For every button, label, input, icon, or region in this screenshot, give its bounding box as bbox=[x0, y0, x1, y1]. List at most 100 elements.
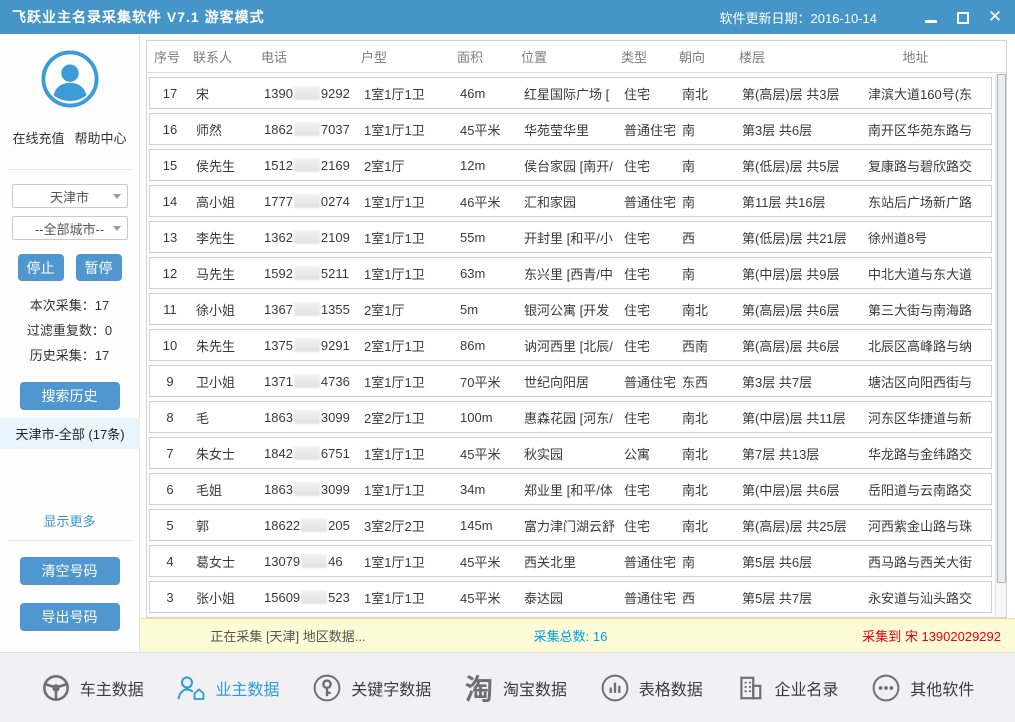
cell-orientation: 南 bbox=[682, 158, 696, 174]
history-item[interactable]: 天津市-全部 (17条) bbox=[0, 418, 140, 449]
cell-orientation: 南北 bbox=[682, 446, 709, 462]
cell-area: 12m bbox=[460, 157, 486, 173]
cell-floor: 第(中层)层 共9层 bbox=[742, 266, 840, 282]
table-row[interactable]: 14 高小姐 1777 0274 1室1厅1卫 46平米 汇和家园 普通住宅南 第11层 共16… bbox=[149, 185, 992, 217]
cell-contact: 毛 bbox=[196, 410, 210, 426]
table-row[interactable]: 16 师然 1862 7037 1室1厅1卫 45平米 华苑莹华里 普通住宅南 第3层 共6层 南… bbox=[149, 113, 992, 145]
close-button[interactable]: ✕ bbox=[987, 7, 1003, 26]
maximize-button[interactable] bbox=[955, 9, 971, 25]
toolbar-item-car-owner-data[interactable]: 车主数据 bbox=[41, 673, 144, 703]
column-header: 楼层 bbox=[739, 50, 766, 65]
column-header: 电话 bbox=[261, 50, 288, 65]
table-scrollbar-thumb[interactable] bbox=[997, 74, 1006, 584]
toolbar-item-keyword-data[interactable]: 关键字数据 bbox=[312, 673, 431, 703]
help-center-link[interactable]: 帮助中心 bbox=[74, 131, 127, 146]
stop-button[interactable]: 停止 bbox=[17, 254, 64, 281]
export-numbers-button[interactable]: 导出号码 bbox=[19, 603, 120, 631]
table-row[interactable]: 8 毛 1863 3099 2室2厅1卫 100m 惠森花园 [河东/住宅 南北 第(中层)层 … bbox=[149, 401, 992, 433]
cell-floor: 第3层 共6层 bbox=[742, 122, 813, 138]
phone-cell: 1367 1355 bbox=[258, 301, 358, 317]
toolbar-item-property-owner-data[interactable]: 业主数据 bbox=[176, 673, 280, 703]
cell-type: 普通住宅 bbox=[624, 374, 676, 390]
table-row[interactable]: 17 宋 1390 9292 1室1厅1卫 46m 红星国际广场 [住宅 南北 第(高层)层 共… bbox=[149, 77, 992, 109]
phone-cell: 1371 4736 bbox=[258, 373, 358, 389]
cell-no: 3 bbox=[166, 589, 174, 605]
cell-address: 岳阳道与云南路交 bbox=[868, 482, 973, 498]
cell-no: 7 bbox=[166, 445, 174, 461]
cell-layout: 1室1厅1卫 bbox=[364, 554, 425, 570]
cell-no: 4 bbox=[166, 553, 174, 569]
cell-floor: 第11层 共16层 bbox=[742, 194, 826, 210]
cell-orientation: 西南 bbox=[682, 338, 709, 354]
cell-no: 6 bbox=[166, 481, 174, 497]
cell-address: 津滨大道160号(东 bbox=[868, 86, 973, 102]
toolbar-item-table-data[interactable]: 表格数据 bbox=[600, 673, 703, 703]
column-header: 序号 bbox=[153, 50, 180, 65]
cell-orientation: 南 bbox=[682, 194, 696, 210]
cell-no: 10 bbox=[162, 337, 178, 353]
phone-cell: 1362 2109 bbox=[258, 229, 358, 245]
bottom-toolbar: 车主数据 业主数据 关键字数据 淘淘宝数据 表格数据 企业名录 其他软件 bbox=[0, 652, 1015, 722]
table-row[interactable]: 11 徐小姐 1367 1355 2室1厅 5m 银河公寓 [开发 住宅 南北 第(高层)层 共6… bbox=[149, 293, 992, 325]
toolbar-item-company-directory[interactable]: 企业名录 bbox=[735, 673, 839, 703]
cell-floor: 第(低层)层 共21层 bbox=[742, 230, 847, 246]
table-row[interactable]: 6 毛姐 1863 3099 1室1厅1卫 34m 郑业里 [和平/体 住宅 南北 第(中层)层 … bbox=[149, 473, 992, 505]
online-recharge-link[interactable]: 在线充值 bbox=[12, 131, 65, 146]
table-row[interactable]: 5 郭 18622 205 3室2厅2卫 145m 富力津门湖云舒 住宅 南北 第(高层)层 共2… bbox=[149, 509, 992, 541]
search-history-button[interactable]: 搜索历史 bbox=[19, 382, 120, 410]
phone-mask bbox=[293, 85, 320, 100]
city-select[interactable]: --全部城市-- bbox=[11, 216, 128, 240]
show-more-link[interactable]: 显示更多 bbox=[43, 514, 96, 529]
cell-type: 住宅 bbox=[624, 86, 651, 102]
cell-floor: 第(高层)层 共25层 bbox=[742, 518, 847, 534]
cell-area: 45平米 bbox=[460, 554, 501, 570]
chevron-down-icon bbox=[112, 194, 121, 199]
table-row[interactable]: 9 卫小姐 1371 4736 1室1厅1卫 70平米 世纪向阳居 普通住宅 东西 第3层 共7层… bbox=[149, 365, 992, 397]
avatar[interactable] bbox=[40, 50, 99, 108]
cell-location: 讷河西里 [北辰/ bbox=[524, 338, 613, 354]
cell-address: 河西紫金山路与珠 bbox=[868, 518, 973, 534]
stat-label: 历史采集： bbox=[29, 348, 95, 363]
toolbar-item-other-software[interactable]: 其他软件 bbox=[871, 673, 974, 703]
province-select[interactable]: 天津市 bbox=[11, 184, 128, 208]
cell-type: 住宅 bbox=[624, 338, 651, 354]
phone-suffix: 1355 bbox=[320, 301, 350, 317]
phone-prefix: 1842 bbox=[264, 445, 293, 461]
cell-floor: 第(高层)层 共3层 bbox=[742, 86, 840, 102]
phone-prefix: 1512 bbox=[264, 157, 293, 173]
cell-location: 西关北里 bbox=[524, 554, 577, 570]
phone-cell: 13079 46 bbox=[258, 553, 358, 569]
cell-layout: 1室1厅1卫 bbox=[364, 86, 425, 102]
pause-button[interactable]: 暂停 bbox=[75, 254, 122, 281]
cell-orientation: 南北 bbox=[682, 518, 709, 534]
cell-no: 14 bbox=[162, 193, 178, 209]
table-row[interactable]: 4 葛女士 13079 46 1室1厅1卫 45平米 西关北里 普通住宅南 第5层 共6层 西马路… bbox=[149, 545, 992, 577]
cell-address: 第三大街与南海路 bbox=[868, 302, 973, 318]
table-scrollbar[interactable] bbox=[995, 74, 1006, 616]
clear-numbers-button[interactable]: 清空号码 bbox=[19, 557, 120, 585]
cell-orientation: 南北 bbox=[682, 302, 709, 318]
stat-label: 过滤重复数： bbox=[26, 323, 105, 338]
phone-prefix: 1362 bbox=[264, 229, 293, 245]
phone-cell: 1375 9291 bbox=[258, 337, 358, 353]
cell-no: 13 bbox=[162, 229, 178, 245]
cell-floor: 第(中层)层 共6层 bbox=[742, 482, 840, 498]
cell-layout: 1室1厅1卫 bbox=[364, 590, 425, 606]
toolbar-item-taobao-data[interactable]: 淘淘宝数据 bbox=[464, 673, 567, 705]
collecting-status-text: 正在采集 [天津] 地区数据... bbox=[210, 629, 366, 644]
stat-line: 本次采集：17 bbox=[27, 293, 112, 318]
phone-suffix: 46 bbox=[328, 553, 343, 569]
cell-layout: 1室1厅1卫 bbox=[364, 122, 425, 138]
table-row[interactable]: 7 朱女士 1842 6751 1室1厅1卫 45平米 秋实园 公寓 南北 第7层 共13层 华龙路… bbox=[149, 437, 992, 469]
cell-floor: 第5层 共6层 bbox=[742, 554, 813, 570]
table-row[interactable]: 10 朱先生 1375 9291 2室1厅1卫 86m 讷河西里 [北辰/住宅 西南 第(高层)… bbox=[149, 329, 992, 361]
cell-type: 普通住宅 bbox=[624, 554, 676, 570]
table-row[interactable]: 3 张小姐 15609 523 1室1厅1卫 45平米 泰达园 普通住宅西 第5层 共7层 永安道… bbox=[149, 581, 992, 613]
table-row[interactable]: 13 李先生 1362 2109 1室1厅1卫 55m 开封里 [和平/小 住宅 西 第(低层)层… bbox=[149, 221, 992, 253]
minimize-button[interactable] bbox=[923, 9, 939, 25]
phone-suffix: 7037 bbox=[320, 121, 350, 137]
table-row[interactable]: 12 马先生 1592 5211 1室1厅1卫 63m 东兴里 [西青/中 住宅 南 第(中层)层… bbox=[149, 257, 992, 289]
cell-location: 侯台家园 [南开/ bbox=[524, 158, 613, 174]
cell-location: 泰达园 bbox=[524, 590, 564, 606]
table-row[interactable]: 15 侯先生 1512 2169 2室1厅 12m 侯台家园 [南开/住宅 南 第(低层)层 共… bbox=[149, 149, 992, 181]
